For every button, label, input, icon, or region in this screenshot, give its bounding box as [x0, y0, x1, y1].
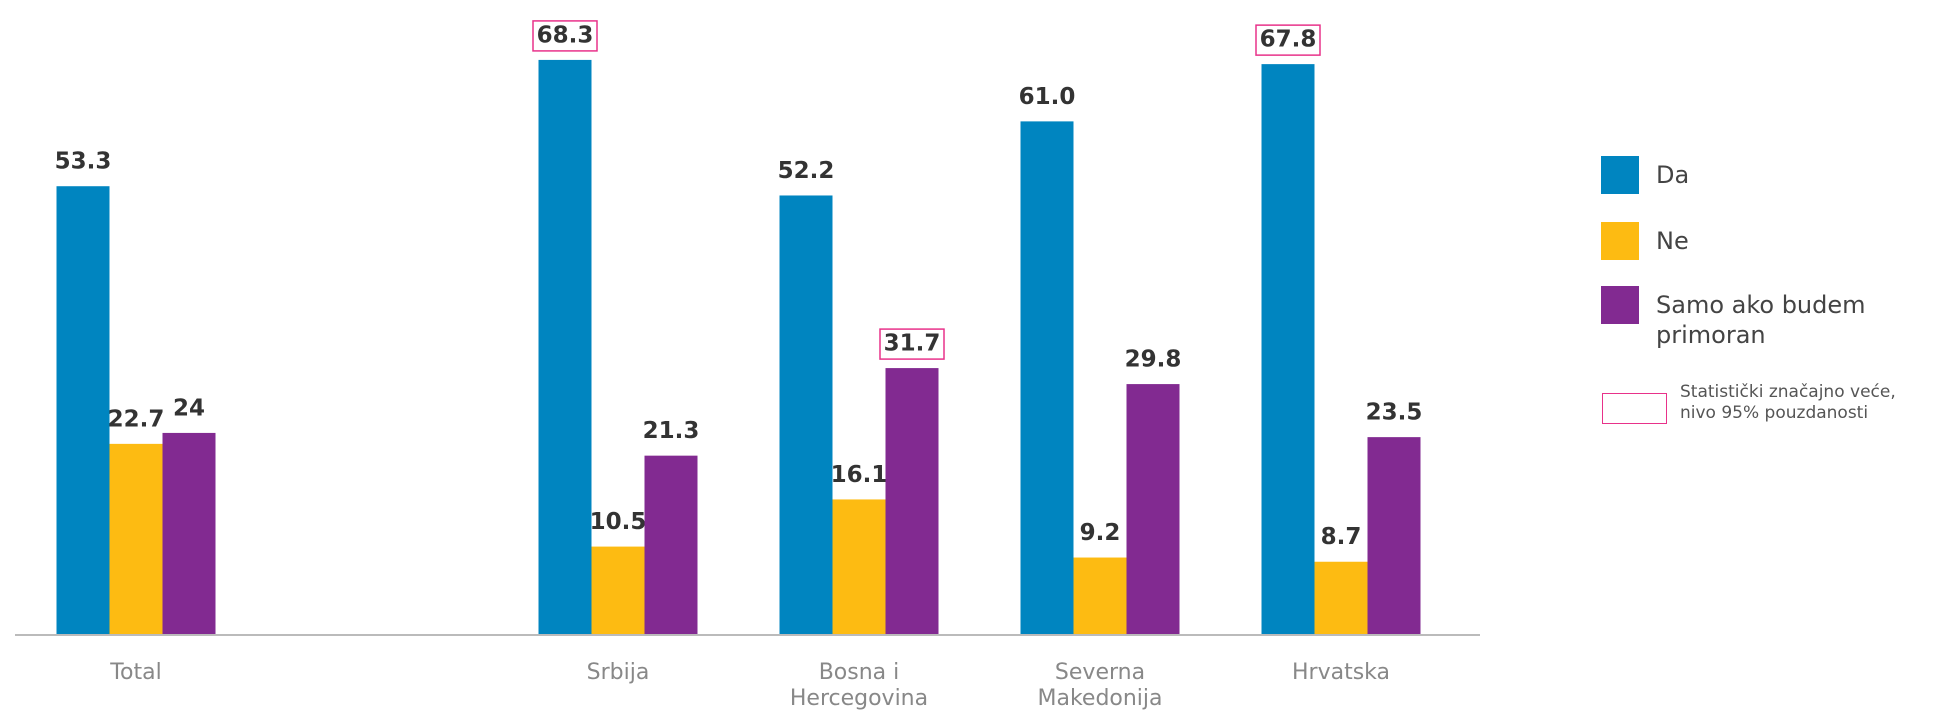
value-label: 29.8	[1125, 347, 1182, 373]
legend-swatch	[1601, 222, 1639, 260]
bar	[1261, 64, 1315, 635]
legend-label: Ne	[1656, 227, 1689, 255]
bar	[1073, 557, 1127, 635]
value-label: 22.7	[108, 406, 165, 432]
value-label: 24	[173, 395, 205, 421]
bar	[538, 59, 592, 635]
legend-swatch	[1601, 156, 1639, 194]
bar	[644, 455, 698, 635]
value-label: 68.3	[537, 22, 594, 48]
bar	[1314, 561, 1368, 635]
bar	[885, 368, 939, 635]
value-label: 21.3	[643, 418, 700, 444]
value-label: 61.0	[1019, 84, 1076, 110]
value-label: 52.2	[778, 158, 835, 184]
value-label: 8.7	[1321, 524, 1362, 550]
bar	[1020, 121, 1074, 635]
note: Statistički značajno veće, nivo 95% pouz…	[1680, 382, 1896, 423]
value-label: 67.8	[1260, 27, 1317, 53]
legend-label: Samo ako budem primoran	[1656, 291, 1866, 349]
x-tick-label: Severna Makedonija	[1037, 660, 1163, 711]
bar	[1126, 384, 1180, 635]
value-label: 31.7	[884, 331, 941, 357]
note-swatch	[1602, 393, 1667, 424]
bar	[832, 499, 886, 635]
bar	[779, 195, 833, 635]
value-label: 9.2	[1080, 520, 1121, 546]
bar	[109, 443, 163, 635]
significance-box	[879, 328, 945, 360]
x-tick-label: Hrvatska	[1291, 660, 1390, 685]
bar	[162, 432, 216, 635]
value-label: 10.5	[590, 509, 647, 535]
legend-label: Da	[1656, 161, 1690, 189]
value-label: 23.5	[1366, 400, 1423, 426]
x-tick-label: Bosna i Hercegovina	[789, 660, 929, 711]
bar	[1367, 437, 1421, 635]
bar	[591, 546, 645, 635]
x-tick-label: Srbija	[586, 660, 650, 685]
significance-box	[1255, 24, 1321, 56]
legend-swatch	[1601, 286, 1639, 324]
value-label: 16.1	[831, 462, 888, 488]
bar	[56, 186, 110, 636]
x-tick-label: Total	[110, 660, 162, 685]
significance-box	[532, 20, 598, 52]
value-label: 53.3	[55, 149, 112, 175]
